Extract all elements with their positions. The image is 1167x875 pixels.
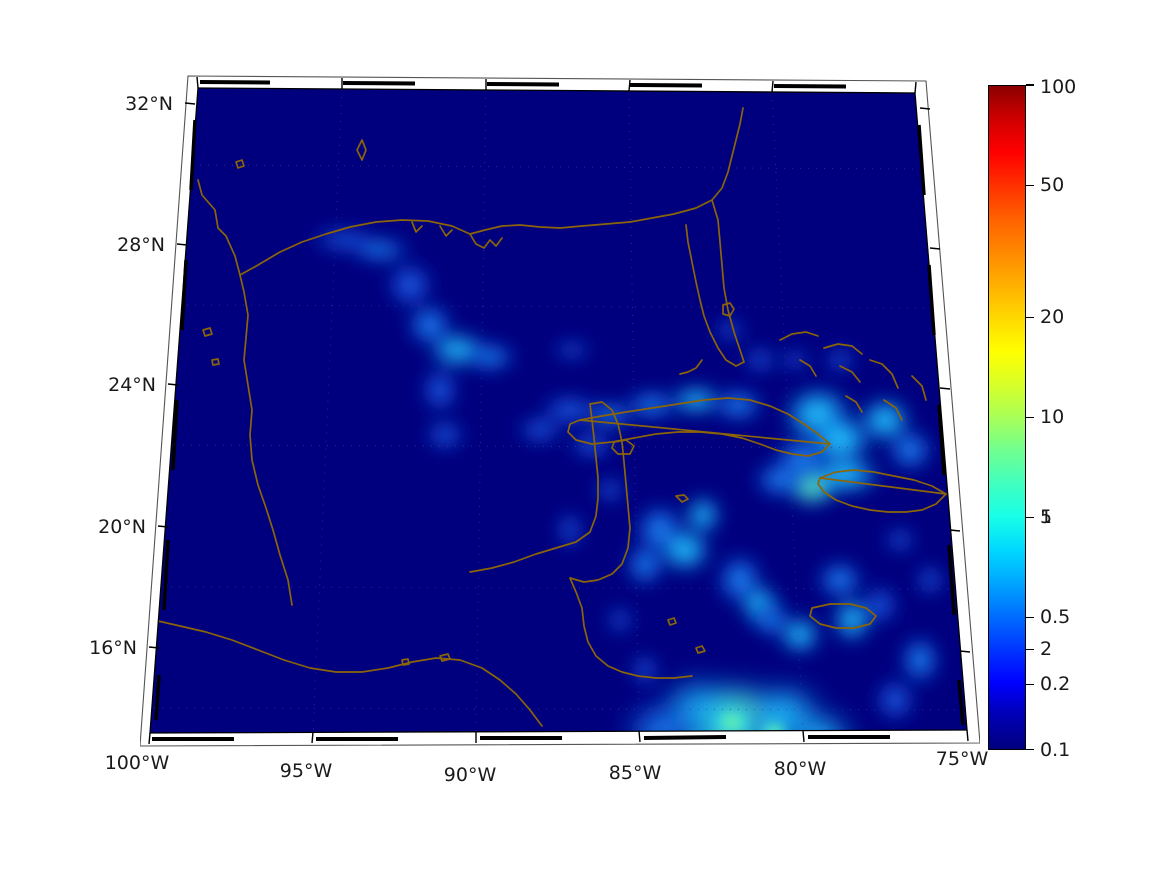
colorbar-label-2: 2 <box>1040 638 1053 660</box>
lat-tick-label-20N: 20°N <box>98 516 146 538</box>
colorbar-tick-top-edge <box>1026 84 1034 85</box>
colorbar-label-01: 0.1 <box>1040 739 1071 761</box>
coastlines <box>153 107 947 727</box>
lon-tick-label-100W: 100°W <box>104 752 170 774</box>
frame-ticks-left <box>154 119 197 721</box>
colorbar-gradient <box>988 85 1026 750</box>
frame-ticks-bottom <box>152 735 890 741</box>
colorbar[interactable]: 100 50 20 10 5 2 <box>988 76 1148 765</box>
colorbar-tick-50 <box>1026 185 1034 186</box>
lat-tick-label-32N: 32°N <box>125 93 173 115</box>
colorbar-tick-20 <box>1026 317 1034 318</box>
colorbar-tick-10 <box>1026 417 1034 418</box>
map-svg <box>140 75 980 747</box>
colorbar-label-10: 10 <box>1040 406 1065 428</box>
lon-tick-label-85W: 85°W <box>608 762 662 784</box>
frame-ticks-right <box>917 124 965 726</box>
colorbar-tick-1-mark <box>1026 85 1034 86</box>
lon-tick-label-80W: 80°W <box>773 758 827 780</box>
colorbar-label-100: 100 <box>1040 76 1077 98</box>
colorbar-label-1: 1 <box>1040 506 1053 528</box>
frame-ticks-top <box>199 80 847 89</box>
colorbar-tick-05-line <box>1026 617 1034 618</box>
colorbar-label-5: 5 <box>1040 506 1053 528</box>
colorbar-tick-1-line <box>1026 517 1034 518</box>
lat-tick-label-24N: 24°N <box>108 374 156 396</box>
colorbar-label-05: 0.5 <box>1040 606 1071 628</box>
colorbar-tick-1 <box>1026 749 1034 750</box>
colorbar-label-50: 50 <box>1040 174 1065 196</box>
map-frame <box>140 75 980 747</box>
colorbar-tick-02-line <box>1026 684 1034 685</box>
map-panel[interactable]: 32°N 28°N 24°N 20°N 16°N 100°W 95°W 90°W… <box>89 60 988 786</box>
lon-tick-label-95W: 95°W <box>279 760 333 782</box>
lon-tick-label-90W: 90°W <box>443 764 497 786</box>
lat-tick-label-16N: 16°N <box>89 637 137 659</box>
colorbar-label-02: 0.2 <box>1040 673 1071 695</box>
precipitation-field <box>150 88 967 733</box>
colorbar-tick-2 <box>1026 649 1034 650</box>
lon-tick-label-75W: 75°W <box>935 748 989 770</box>
axis-tick-marks <box>148 76 971 745</box>
colorbar-label-20: 20 <box>1040 306 1065 328</box>
lat-tick-label-28N: 28°N <box>117 234 165 256</box>
